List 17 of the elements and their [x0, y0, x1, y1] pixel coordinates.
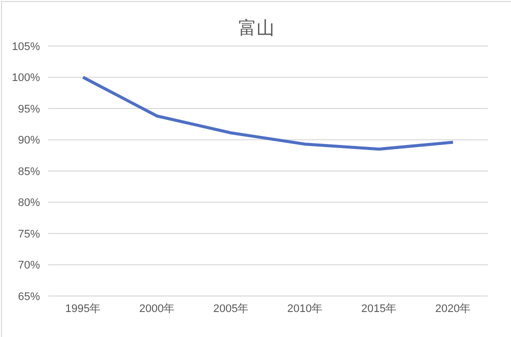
y-tick-label: 105% — [12, 40, 40, 53]
y-tick-label: 85% — [18, 166, 40, 178]
x-tick-label: 1995年 — [65, 302, 101, 315]
y-tick-label: 95% — [18, 103, 40, 116]
y-tick-label: 70% — [18, 260, 40, 272]
x-tick-label: 2010年 — [287, 302, 323, 315]
y-tick-label: 80% — [18, 197, 40, 210]
y-tick-label: 90% — [18, 134, 40, 147]
line-series — [82, 76, 454, 151]
chart-title: 富山 — [238, 17, 276, 40]
x-tick-label: 2015年 — [361, 302, 397, 315]
y-tick-label: 100% — [12, 72, 40, 84]
x-tick-label: 2005年 — [213, 302, 249, 315]
x-tick-label: 2020年 — [435, 302, 471, 315]
x-tick-label: 2000年 — [139, 302, 175, 315]
y-tick-label: 75% — [18, 228, 40, 240]
y-tick-label: 65% — [18, 290, 40, 303]
